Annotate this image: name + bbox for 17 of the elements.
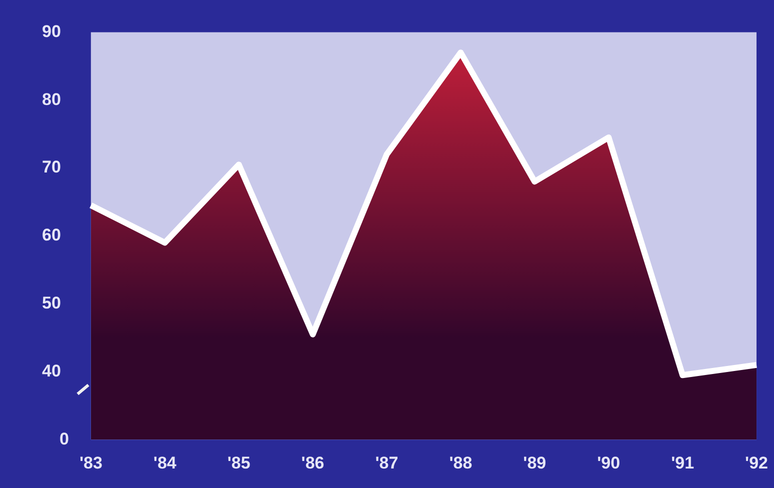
y-tick-label: 90 xyxy=(42,22,61,41)
y-tick-label: 70 xyxy=(42,158,61,177)
x-tick-label: '85 xyxy=(227,453,250,472)
x-tick-label: '91 xyxy=(671,453,694,472)
x-tick-label: '87 xyxy=(375,453,398,472)
y-tick-label: 40 xyxy=(42,361,61,380)
x-tick-label: '84 xyxy=(153,453,177,472)
x-tick-label: '88 xyxy=(449,453,472,472)
x-tick-label: '83 xyxy=(79,453,102,472)
text: 0 xyxy=(59,429,69,448)
x-tick-label: '89 xyxy=(523,453,546,472)
y-tick-label: 80 xyxy=(42,90,61,109)
x-tick-label: '92 xyxy=(745,453,768,472)
y-tick-label: 60 xyxy=(42,226,61,245)
x-tick-label: '90 xyxy=(597,453,620,472)
y-tick-label: 50 xyxy=(42,293,61,312)
x-tick-label: '86 xyxy=(301,453,324,472)
